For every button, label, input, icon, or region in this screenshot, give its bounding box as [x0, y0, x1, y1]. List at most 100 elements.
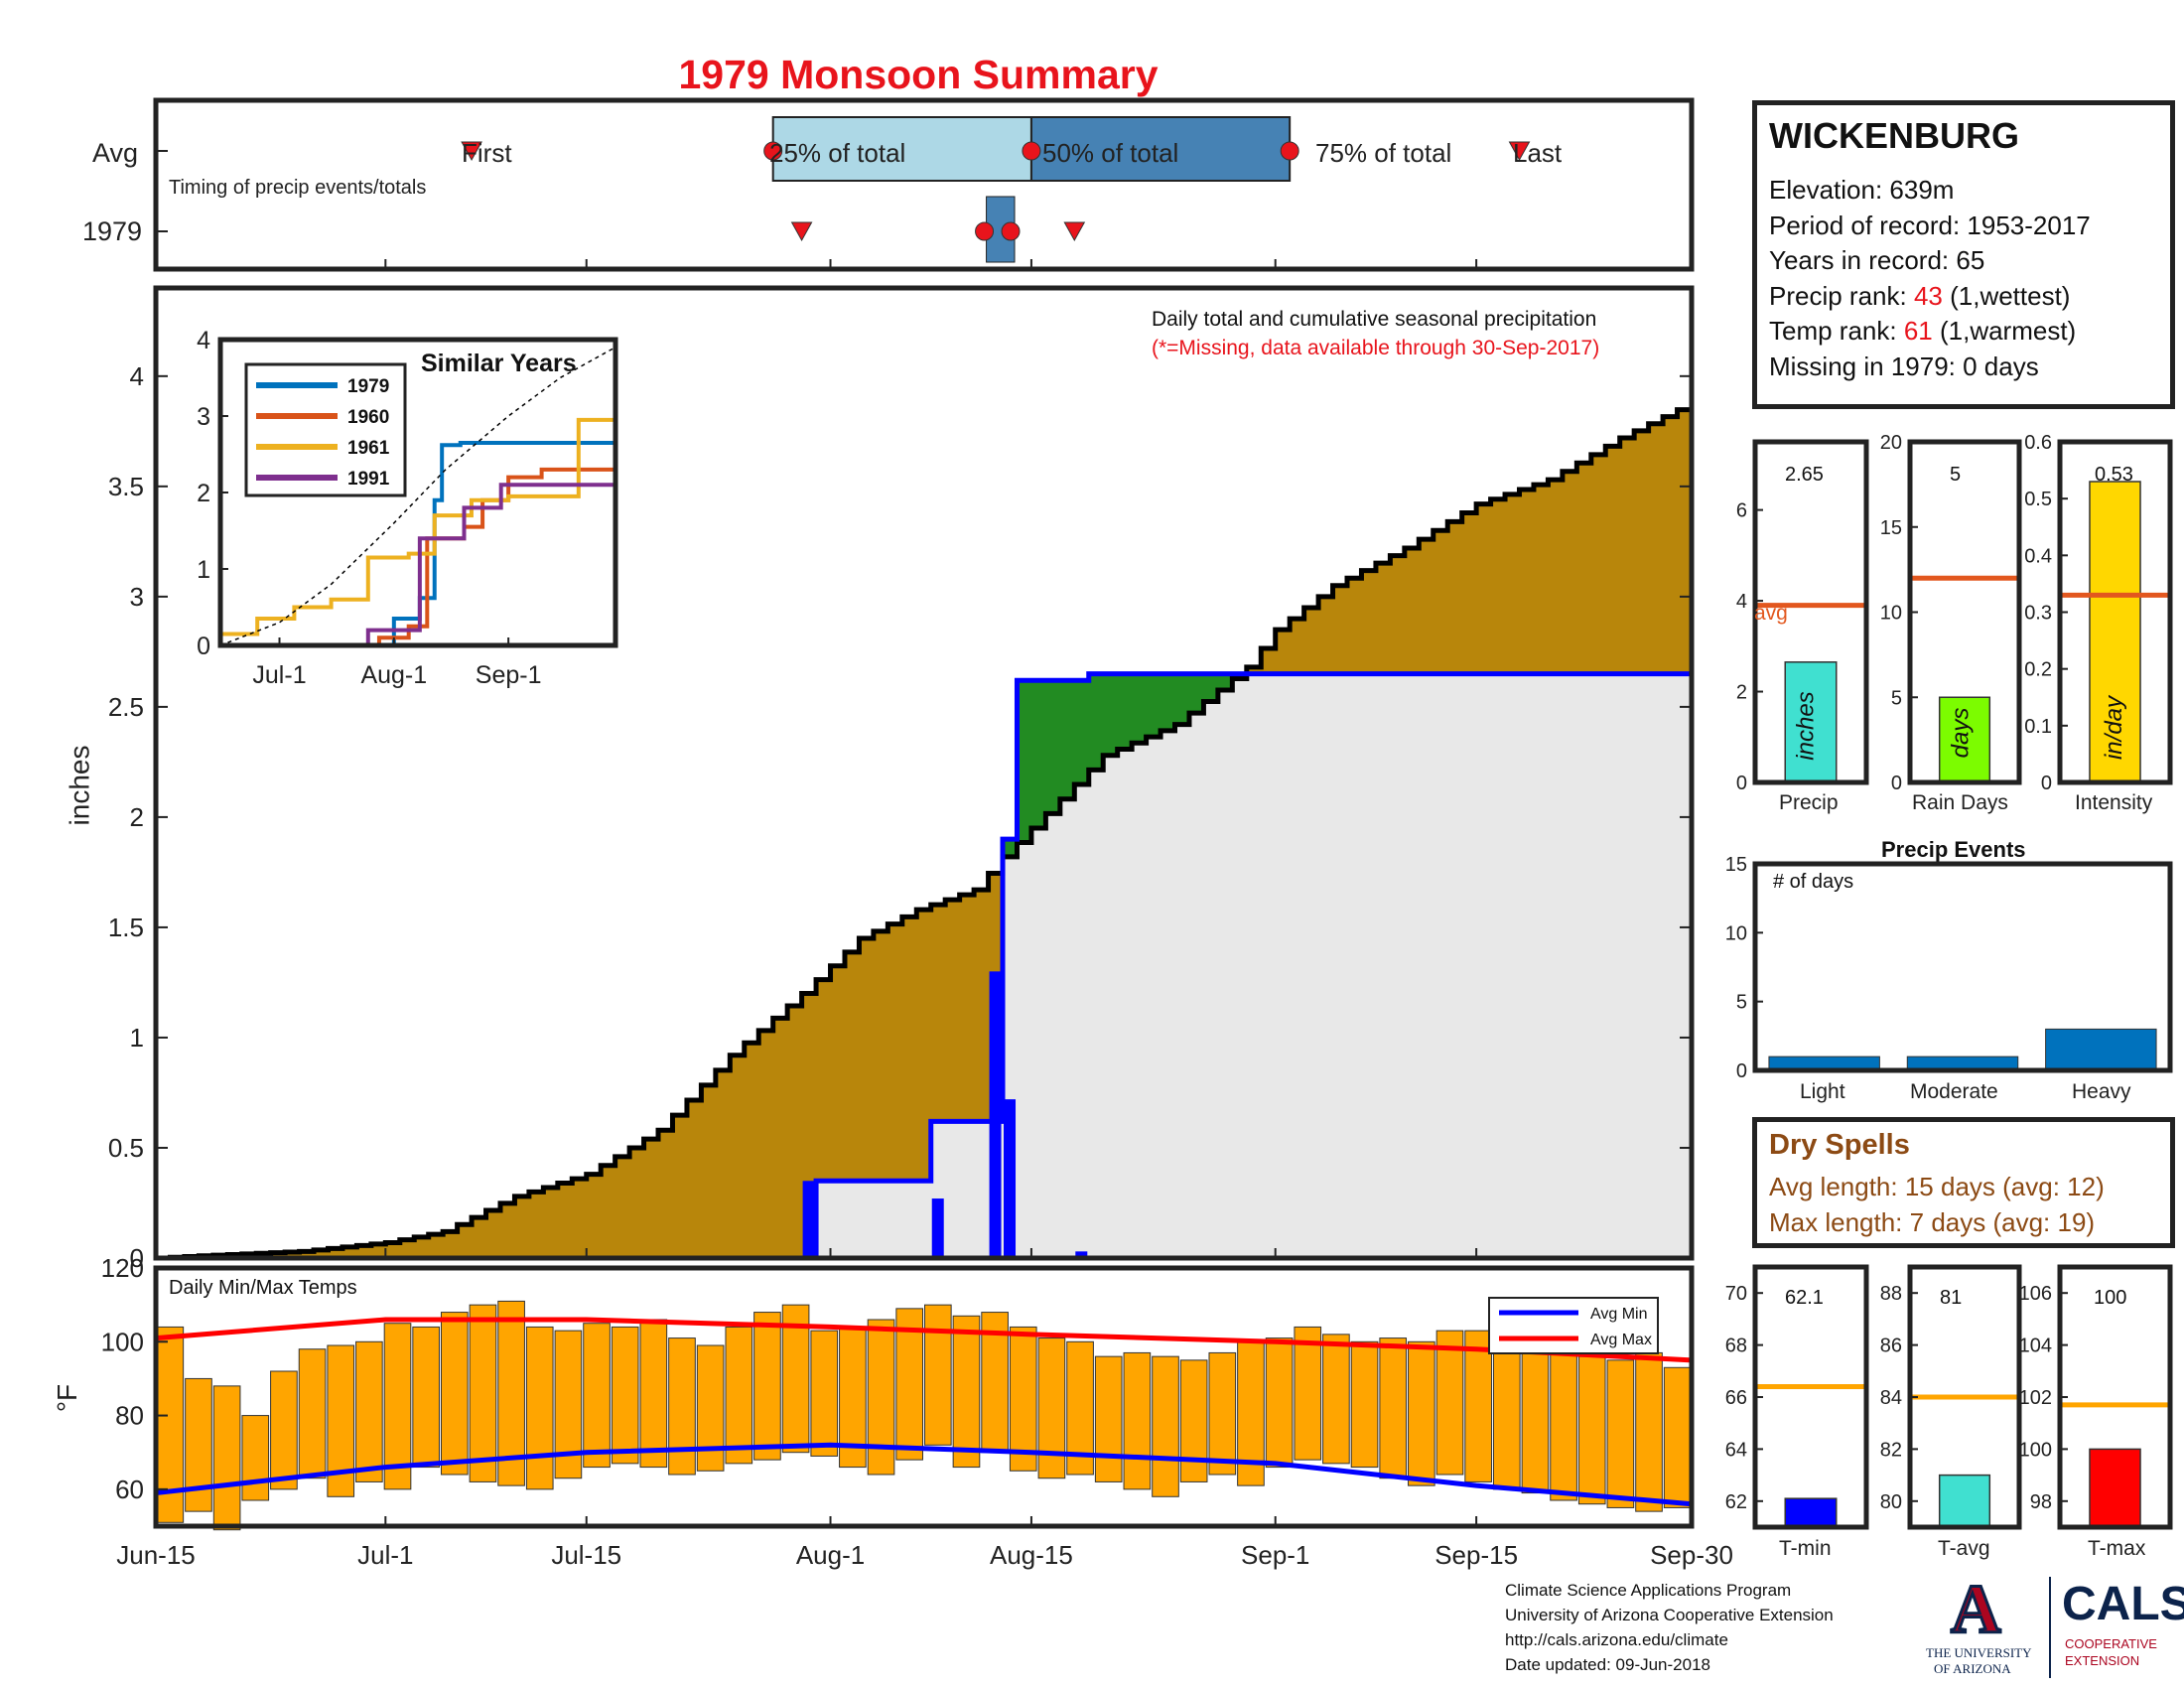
inset-ytick-label-2: 2: [197, 480, 210, 507]
temp-range-bar-25: [867, 1319, 895, 1476]
timing-p25-label: 25% of total: [769, 138, 906, 168]
stat-tick-label-1-3: 15: [1880, 517, 1902, 539]
timing-year-p75-marker: [1001, 221, 1021, 241]
tstat-tick-label-2-3: 104: [2019, 1336, 2052, 1357]
inset-legend-label-1979: 1979: [347, 376, 389, 397]
cals-logo-line-1: COOPERATIVE: [2065, 1636, 2157, 1651]
timing-row-avg: Avg: [92, 138, 139, 168]
daily-precip-bar-1: [931, 1198, 944, 1258]
ua-logo-mark: A: [1950, 1571, 2003, 1650]
temp-range-bar-17: [639, 1319, 668, 1469]
temp-range-bar-27: [924, 1304, 952, 1446]
temp-range-bar-36: [1179, 1359, 1208, 1482]
station-period: Period of record: 1953-2017: [1769, 211, 2091, 240]
temp-rank-prefix: Temp rank:: [1769, 316, 1904, 346]
chart-title: 1979 Monsoon Summary: [678, 52, 1159, 97]
temp-range-bar-40: [1294, 1326, 1322, 1461]
temp-range-bar-8: [383, 1323, 412, 1490]
xtick-label-0: Jun-15: [116, 1540, 196, 1570]
temp-range-bar-31: [1037, 1337, 1066, 1479]
temp-stats-layer: 62 64 66 68 70 80 82 84 86 88 98 100 102 104 106: [1725, 1264, 2173, 1530]
tstat-tick-label-1-2: 84: [1880, 1387, 1902, 1409]
stat-tick-label-2-1: 0.1: [2024, 716, 2052, 738]
main-ytick-label-1: 0.5: [108, 1133, 144, 1163]
xtick-label-6: Sep-15: [1434, 1540, 1518, 1570]
stat-tick-label-2-5: 0.5: [2024, 489, 2052, 510]
temp-rank-suffix: (1,warmest): [1932, 316, 2077, 346]
inset-legend: 1979 1960 1961 1991: [244, 362, 407, 497]
temp-range-bar-16: [611, 1326, 639, 1465]
stat-tick-label-0-0: 0: [1736, 773, 1747, 794]
stat-tick-label-1-4: 20: [1880, 432, 1902, 454]
main-ytick-label-0: 0: [130, 1243, 144, 1273]
temps-ylabel: °F: [52, 1383, 83, 1413]
tstat-tick-label-0-1: 64: [1725, 1439, 1747, 1461]
inset-avg-line: [219, 347, 616, 646]
xtick-label-2: Jul-15: [551, 1540, 621, 1570]
events-frame: [1752, 861, 2173, 1073]
tstat-tmin-name: T-min: [1779, 1537, 1832, 1560]
temp-range-bar-23: [810, 1330, 839, 1457]
year-cumulative-line: [156, 671, 1692, 1261]
inset-xtick-label-2: Sep-1: [476, 661, 542, 689]
main-ytick-label-5: 2.5: [108, 692, 144, 722]
tstat-tavg-value: 81: [1940, 1287, 1963, 1309]
temp-range-bar-43: [1379, 1337, 1408, 1479]
inset-ytick-label-1: 1: [197, 556, 210, 584]
temp-range-bar-26: [895, 1308, 924, 1461]
stat-tick-label-0-1: 2: [1736, 682, 1747, 704]
inset-legend-label-1960: 1960: [347, 407, 389, 428]
temp-range-bar-9: [412, 1326, 440, 1469]
tstat-tick-label-1-1: 82: [1880, 1439, 1902, 1461]
tstat-tick-label-1-0: 80: [1880, 1491, 1902, 1513]
temp-legend: Avg Min Avg Max: [1488, 1297, 1659, 1354]
stat-precip-avg-label: avg: [1754, 602, 1788, 625]
temp-range-bar-52: [1635, 1351, 1663, 1512]
timing-avg-box-lower: [771, 116, 1032, 182]
main-ytick-label-3: 1.5: [108, 913, 144, 942]
dry-spells-box: [1752, 1117, 2175, 1248]
temp-range-bar-33: [1094, 1355, 1123, 1482]
main-missing-note: (*=Missing, data available through 30-Se…: [1152, 337, 1600, 359]
temp-ytick-label-2: 100: [101, 1327, 144, 1356]
tstat-tmax-value: 100: [2094, 1287, 2127, 1309]
tstat-tick-label-0-3: 68: [1725, 1336, 1747, 1357]
ua-logo-line-2: OF ARIZONA: [1934, 1661, 2011, 1676]
temp-range-bar-47: [1492, 1340, 1521, 1490]
cals-logo-text: CALS: [2062, 1578, 2184, 1630]
temp-range-bar-7: [355, 1340, 383, 1482]
daily-precip-bar-3: [1004, 1099, 1017, 1258]
timing-frame: [153, 97, 1695, 272]
tstat-bar-t-max: [2089, 1448, 2141, 1528]
event-bar-heavy: [2045, 1028, 2157, 1071]
inset-xtick-label-0: Jul-1: [252, 661, 306, 689]
timing-year-p25-marker: [975, 221, 995, 241]
stat-tick-label-2-2: 0.2: [2024, 659, 2052, 681]
xtick-label-4: Aug-15: [990, 1540, 1073, 1570]
precip-rank-value: 43: [1913, 281, 1943, 311]
stat-bar-rain-days: [1938, 696, 1991, 783]
temp-range-bar-13: [525, 1326, 554, 1490]
temp-range-bar-51: [1606, 1359, 1635, 1508]
timing-avg-first-marker: [461, 141, 482, 162]
temp-range-bar-19: [696, 1344, 725, 1472]
temp-range-bar-28: [952, 1315, 981, 1469]
xtick-label-5: Sep-1: [1241, 1540, 1309, 1570]
temp-range-bar-11: [469, 1304, 497, 1482]
timing-year-last-marker: [1063, 221, 1086, 242]
tstat-tmax-name: T-max: [2088, 1537, 2146, 1560]
tstat-tick-label-2-0: 98: [2030, 1491, 2052, 1513]
temp-legend-box: [1488, 1297, 1659, 1354]
temps-label: Daily Min/Max Temps: [169, 1277, 357, 1299]
events-cat-light: Light: [1800, 1080, 1845, 1103]
tstat-bar-t-min: [1784, 1497, 1838, 1528]
temp-range-bar-48: [1521, 1340, 1550, 1494]
tstat-tavg-name: T-avg: [1938, 1537, 1990, 1560]
stat-tick-label-0-2: 4: [1736, 591, 1747, 613]
stat-raindays-name: Rain Days: [1912, 791, 2008, 814]
dry-spells-title: Dry Spells: [1769, 1129, 1910, 1161]
temp-ytick-label-3: 120: [101, 1253, 144, 1283]
tstat-tick-label-2-2: 102: [2019, 1387, 2052, 1409]
tstat-bar-t-avg: [1938, 1474, 1991, 1528]
